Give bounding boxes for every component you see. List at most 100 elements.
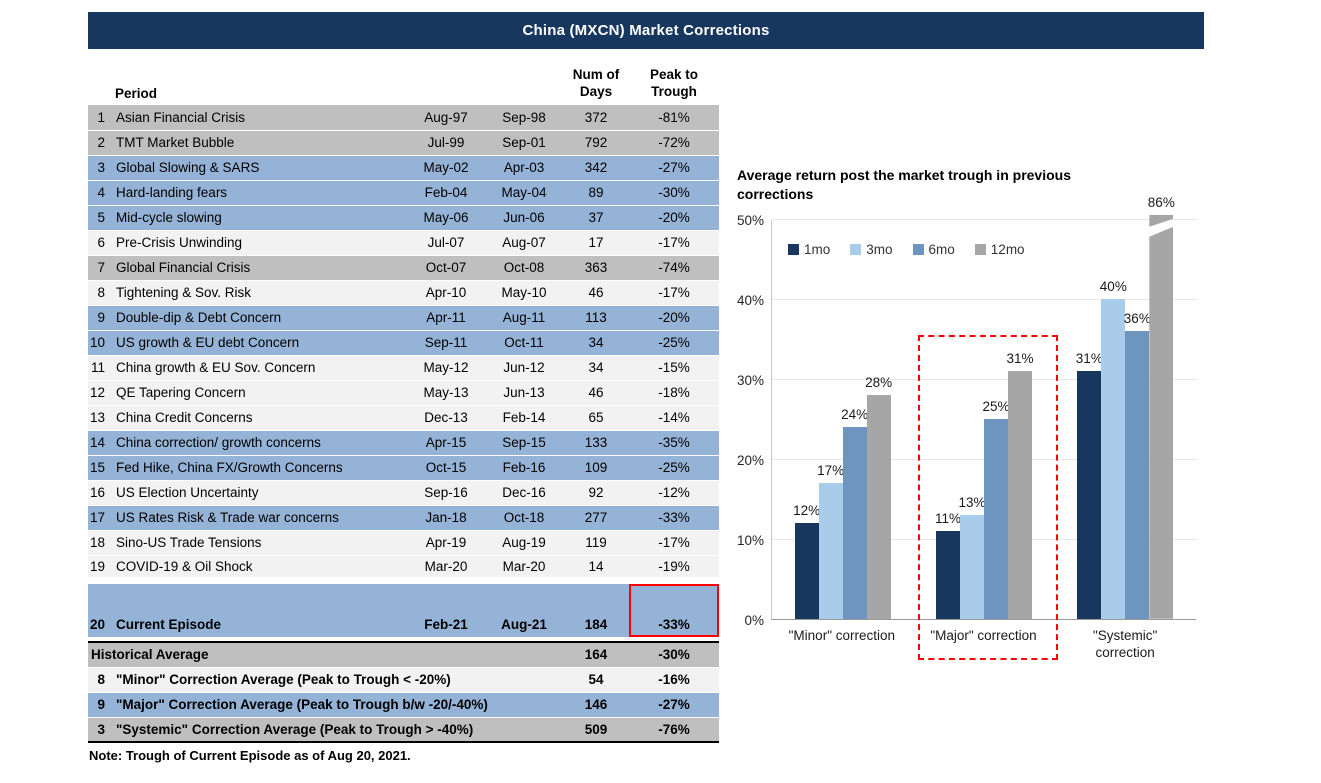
days-cell: 65 — [563, 405, 629, 431]
bar-fill — [935, 530, 960, 619]
period-cell: Fed Hike, China FX/Growth Concerns — [112, 455, 407, 481]
period-cell: Pre-Crisis Unwinding — [112, 230, 407, 256]
days-cell: 133 — [563, 430, 629, 456]
trough-cell: -25% — [629, 455, 719, 481]
bar-value-label: 11% — [934, 510, 961, 526]
summary-label: Historical Average — [88, 641, 563, 668]
summary-count: 9 — [88, 692, 112, 718]
end-date-cell: Aug-19 — [485, 530, 563, 556]
bar-fill — [1101, 298, 1126, 619]
period-cell: TMT Market Bubble — [112, 130, 407, 156]
period-cell: Global Financial Crisis — [112, 255, 407, 281]
row-number: 2 — [88, 130, 112, 156]
bar-12mo: 31% — [1006, 351, 1034, 619]
trough-cell: -20% — [629, 305, 719, 331]
bar-fill — [1007, 370, 1032, 619]
end-date-cell: Aug-07 — [485, 230, 563, 256]
period-cell: Hard-landing fears — [112, 180, 407, 206]
start-date-cell: Apr-15 — [407, 430, 485, 456]
row-number: 4 — [88, 180, 112, 206]
table-header-row: Period Num of Days Peak to Trough — [88, 55, 719, 105]
start-date-cell: Oct-07 — [407, 255, 485, 281]
page-title: China (MXCN) Market Corrections — [522, 22, 770, 39]
summary-label: "Systemic" Correction Average (Peak to T… — [112, 717, 563, 743]
end-date-cell: Mar-20 — [485, 555, 563, 581]
trough-cell: -35% — [629, 430, 719, 456]
end-date-cell: Apr-03 — [485, 155, 563, 181]
days-cell: 109 — [563, 455, 629, 481]
start-date-cell: Mar-20 — [407, 555, 485, 581]
period-cell: US growth & EU debt Concern — [112, 330, 407, 356]
bar-fill — [794, 522, 819, 619]
end-date-cell: Dec-16 — [485, 480, 563, 506]
start-date-cell: Apr-19 — [407, 530, 485, 556]
period-cell: Tightening & Sov. Risk — [112, 280, 407, 306]
trough-header-line1: Peak to — [649, 66, 699, 82]
bar-group: 12% 17% 24% 28% — [772, 220, 913, 619]
start-date-cell: May-13 — [407, 380, 485, 406]
start-date-cell: Sep-16 — [407, 480, 485, 506]
table-row-2: 2 TMT Market Bubble Jul-99 Sep-01 792 -72% — [88, 130, 719, 156]
bar-1mo: 11% — [935, 511, 961, 619]
summary-count: 3 — [88, 717, 112, 743]
y-tick-label: 0% — [744, 612, 764, 628]
days-cell: 92 — [563, 480, 629, 506]
days-cell: 37 — [563, 205, 629, 231]
footnote: Note: Trough of Current Episode as of Au… — [89, 748, 411, 763]
bar-6mo: 24% — [841, 407, 868, 619]
period-cell: US Rates Risk & Trade war concerns — [112, 505, 407, 531]
days-cell: 46 — [563, 280, 629, 306]
period-cell: Sino-US Trade Tensions — [112, 530, 407, 556]
bar-value-label: 12% — [793, 502, 821, 518]
end-date-cell: Aug-11 — [485, 305, 563, 331]
spacer-cell — [88, 637, 719, 642]
bar-value-label: 31% — [1075, 350, 1103, 366]
table-row-8: 8 Tightening & Sov. Risk Apr-10 May-10 46 -17… — [88, 280, 719, 306]
table-row-10: 10 US growth & EU debt Concern Sep-11 Oct-1… — [88, 330, 719, 356]
start-header — [407, 55, 485, 105]
trough-cell: -20% — [629, 205, 719, 231]
x-axis-labels: "Minor" correction "Major" correction "Sys… — [771, 627, 1196, 662]
start-date-cell: Feb-21 — [407, 576, 485, 638]
bar-fill — [842, 426, 867, 619]
bar-value-label: 25% — [982, 398, 1010, 414]
chart-body: 0% 10% 20% 30% 40% 50% 12% 17% 24% 28% 11% 13% 25% 3… — [737, 195, 1217, 660]
trough-cell: -15% — [629, 355, 719, 381]
row-number: 19 — [88, 555, 112, 581]
days-cell: 14 — [563, 555, 629, 581]
days-cell: 342 — [563, 155, 629, 181]
trough-cell: -74% — [629, 255, 719, 281]
start-date-cell: Jul-07 — [407, 230, 485, 256]
bar-groups: 12% 17% 24% 28% 11% 13% 25% 31% 31% 40% 36% 86% — [772, 195, 1196, 619]
days-cell: 277 — [563, 505, 629, 531]
days-cell: 34 — [563, 355, 629, 381]
table-row-4: 4 Hard-landing fears Feb-04 May-04 89 -30% — [88, 180, 719, 206]
end-date-cell: Sep-98 — [485, 105, 563, 131]
days-header-line2: Days — [579, 84, 613, 100]
row-number: 17 — [88, 505, 112, 531]
summary-count: 8 — [88, 667, 112, 693]
period-cell: COVID-19 & Oil Shock — [112, 555, 407, 581]
table-row-3: 3 Global Slowing & SARS May-02 Apr-03 342 -27… — [88, 155, 719, 181]
x-category-label: "Major" correction — [930, 627, 1037, 643]
end-date-cell: Feb-16 — [485, 455, 563, 481]
trough-cell: -17% — [629, 280, 719, 306]
row-number: 1 — [88, 105, 112, 131]
legend-swatch — [850, 243, 862, 255]
num-header — [88, 55, 112, 105]
returns-chart: Average return post the market trough in… — [737, 166, 1217, 662]
trough-cell: -33% — [629, 576, 719, 640]
days-cell: 792 — [563, 130, 629, 156]
row-number: 18 — [88, 530, 112, 556]
end-date-cell: Sep-15 — [485, 430, 563, 456]
period-cell: Global Slowing & SARS — [112, 155, 407, 181]
corrections-table: Period Num of Days Peak to Trough 1 Asian… — [88, 55, 719, 743]
row-number: 10 — [88, 330, 112, 356]
days-cell: 363 — [563, 255, 629, 281]
row-number: 15 — [88, 455, 112, 481]
spacer-row — [88, 637, 719, 642]
legend-label: 6mo — [928, 241, 955, 257]
bar-value-label: 28% — [865, 374, 893, 390]
period-cell: Mid-cycle slowing — [112, 205, 407, 231]
bar-fill — [866, 394, 891, 619]
